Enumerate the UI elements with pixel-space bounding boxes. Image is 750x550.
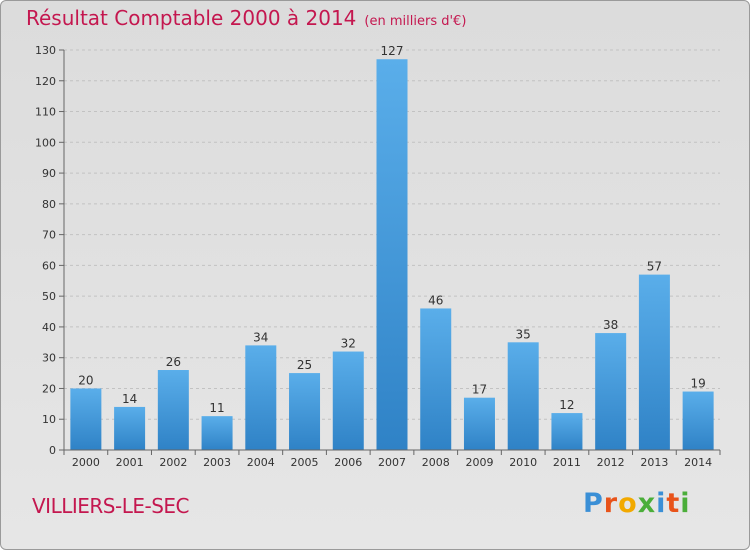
x-tick-label: 2013 — [640, 456, 668, 469]
y-tick-label: 10 — [42, 413, 56, 426]
data-label: 12 — [559, 398, 574, 412]
bar — [114, 406, 146, 450]
bar — [420, 308, 452, 450]
bar — [551, 413, 583, 450]
proxiti-logo: Proxiti — [583, 488, 691, 519]
logo-letter: t — [666, 488, 681, 519]
data-label: 38 — [603, 318, 618, 332]
bar — [201, 416, 233, 450]
logo-letter: o — [618, 488, 638, 519]
y-tick-label: 120 — [35, 75, 56, 88]
logo-letter: x — [637, 488, 657, 519]
logo-letter: i — [680, 488, 691, 519]
bar — [595, 333, 627, 450]
chart-title-text: Résultat Comptable 2000 à 2014 — [26, 6, 357, 30]
bar — [289, 373, 321, 450]
chart-unit: (en milliers d'€) — [364, 14, 467, 29]
x-tick-label: 2005 — [291, 456, 319, 469]
data-label: 17 — [472, 383, 487, 397]
y-tick-label: 110 — [35, 106, 56, 119]
data-label: 25 — [297, 358, 312, 372]
data-label: 127 — [381, 44, 404, 58]
logo-letter: P — [583, 488, 604, 519]
bar — [507, 342, 539, 450]
y-tick-label: 80 — [42, 198, 56, 211]
y-tick-label: 70 — [42, 229, 56, 242]
data-label: 32 — [341, 337, 356, 351]
x-tick-label: 2011 — [553, 456, 581, 469]
data-label: 34 — [253, 330, 268, 344]
data-label: 35 — [516, 327, 531, 341]
y-tick-label: 50 — [42, 290, 56, 303]
bar — [638, 274, 670, 450]
data-label: 26 — [166, 355, 181, 369]
x-tick-label: 2008 — [422, 456, 450, 469]
logo-letter: i — [656, 488, 667, 519]
y-tick-label: 40 — [42, 321, 56, 334]
x-tick-label: 2003 — [203, 456, 231, 469]
data-label: 46 — [428, 293, 443, 307]
x-tick-label: 2006 — [334, 456, 362, 469]
data-label: 57 — [647, 260, 662, 274]
data-label: 11 — [209, 401, 224, 415]
labels: 0 10 20 30 40 50 60 70 80 90 100 110 120 130 2000 20 200… — [35, 44, 712, 469]
bars — [70, 59, 714, 450]
y-tick-label: 100 — [35, 136, 56, 149]
x-tick-label: 2014 — [684, 456, 712, 469]
x-tick-label: 2012 — [597, 456, 625, 469]
y-tick-label: 30 — [42, 352, 56, 365]
commune-name: VILLIERS-LE-SEC — [32, 494, 190, 518]
data-label: 14 — [122, 392, 137, 406]
axes — [59, 49, 721, 455]
bar — [157, 370, 189, 450]
x-tick-label: 2004 — [247, 456, 275, 469]
x-tick-label: 2000 — [72, 456, 100, 469]
bar — [682, 391, 714, 450]
bar — [376, 59, 408, 450]
x-tick-label: 2001 — [116, 456, 144, 469]
x-tick-label: 2002 — [159, 456, 187, 469]
bar — [245, 345, 277, 450]
data-label: 20 — [78, 373, 93, 387]
chart-title: Résultat Comptable 2000 à 2014 (en millie… — [26, 6, 466, 30]
y-tick-label: 20 — [42, 382, 56, 395]
logo-letter: r — [603, 488, 619, 519]
bar — [70, 388, 102, 450]
bar — [332, 351, 364, 450]
x-tick-label: 2010 — [509, 456, 537, 469]
data-label: 19 — [690, 377, 705, 391]
bar — [463, 397, 495, 450]
x-tick-label: 2009 — [465, 456, 493, 469]
y-tick-label: 130 — [35, 44, 56, 57]
y-tick-label: 60 — [42, 259, 56, 272]
y-tick-label: 0 — [49, 444, 56, 457]
y-tick-label: 90 — [42, 167, 56, 180]
x-tick-label: 2007 — [378, 456, 406, 469]
